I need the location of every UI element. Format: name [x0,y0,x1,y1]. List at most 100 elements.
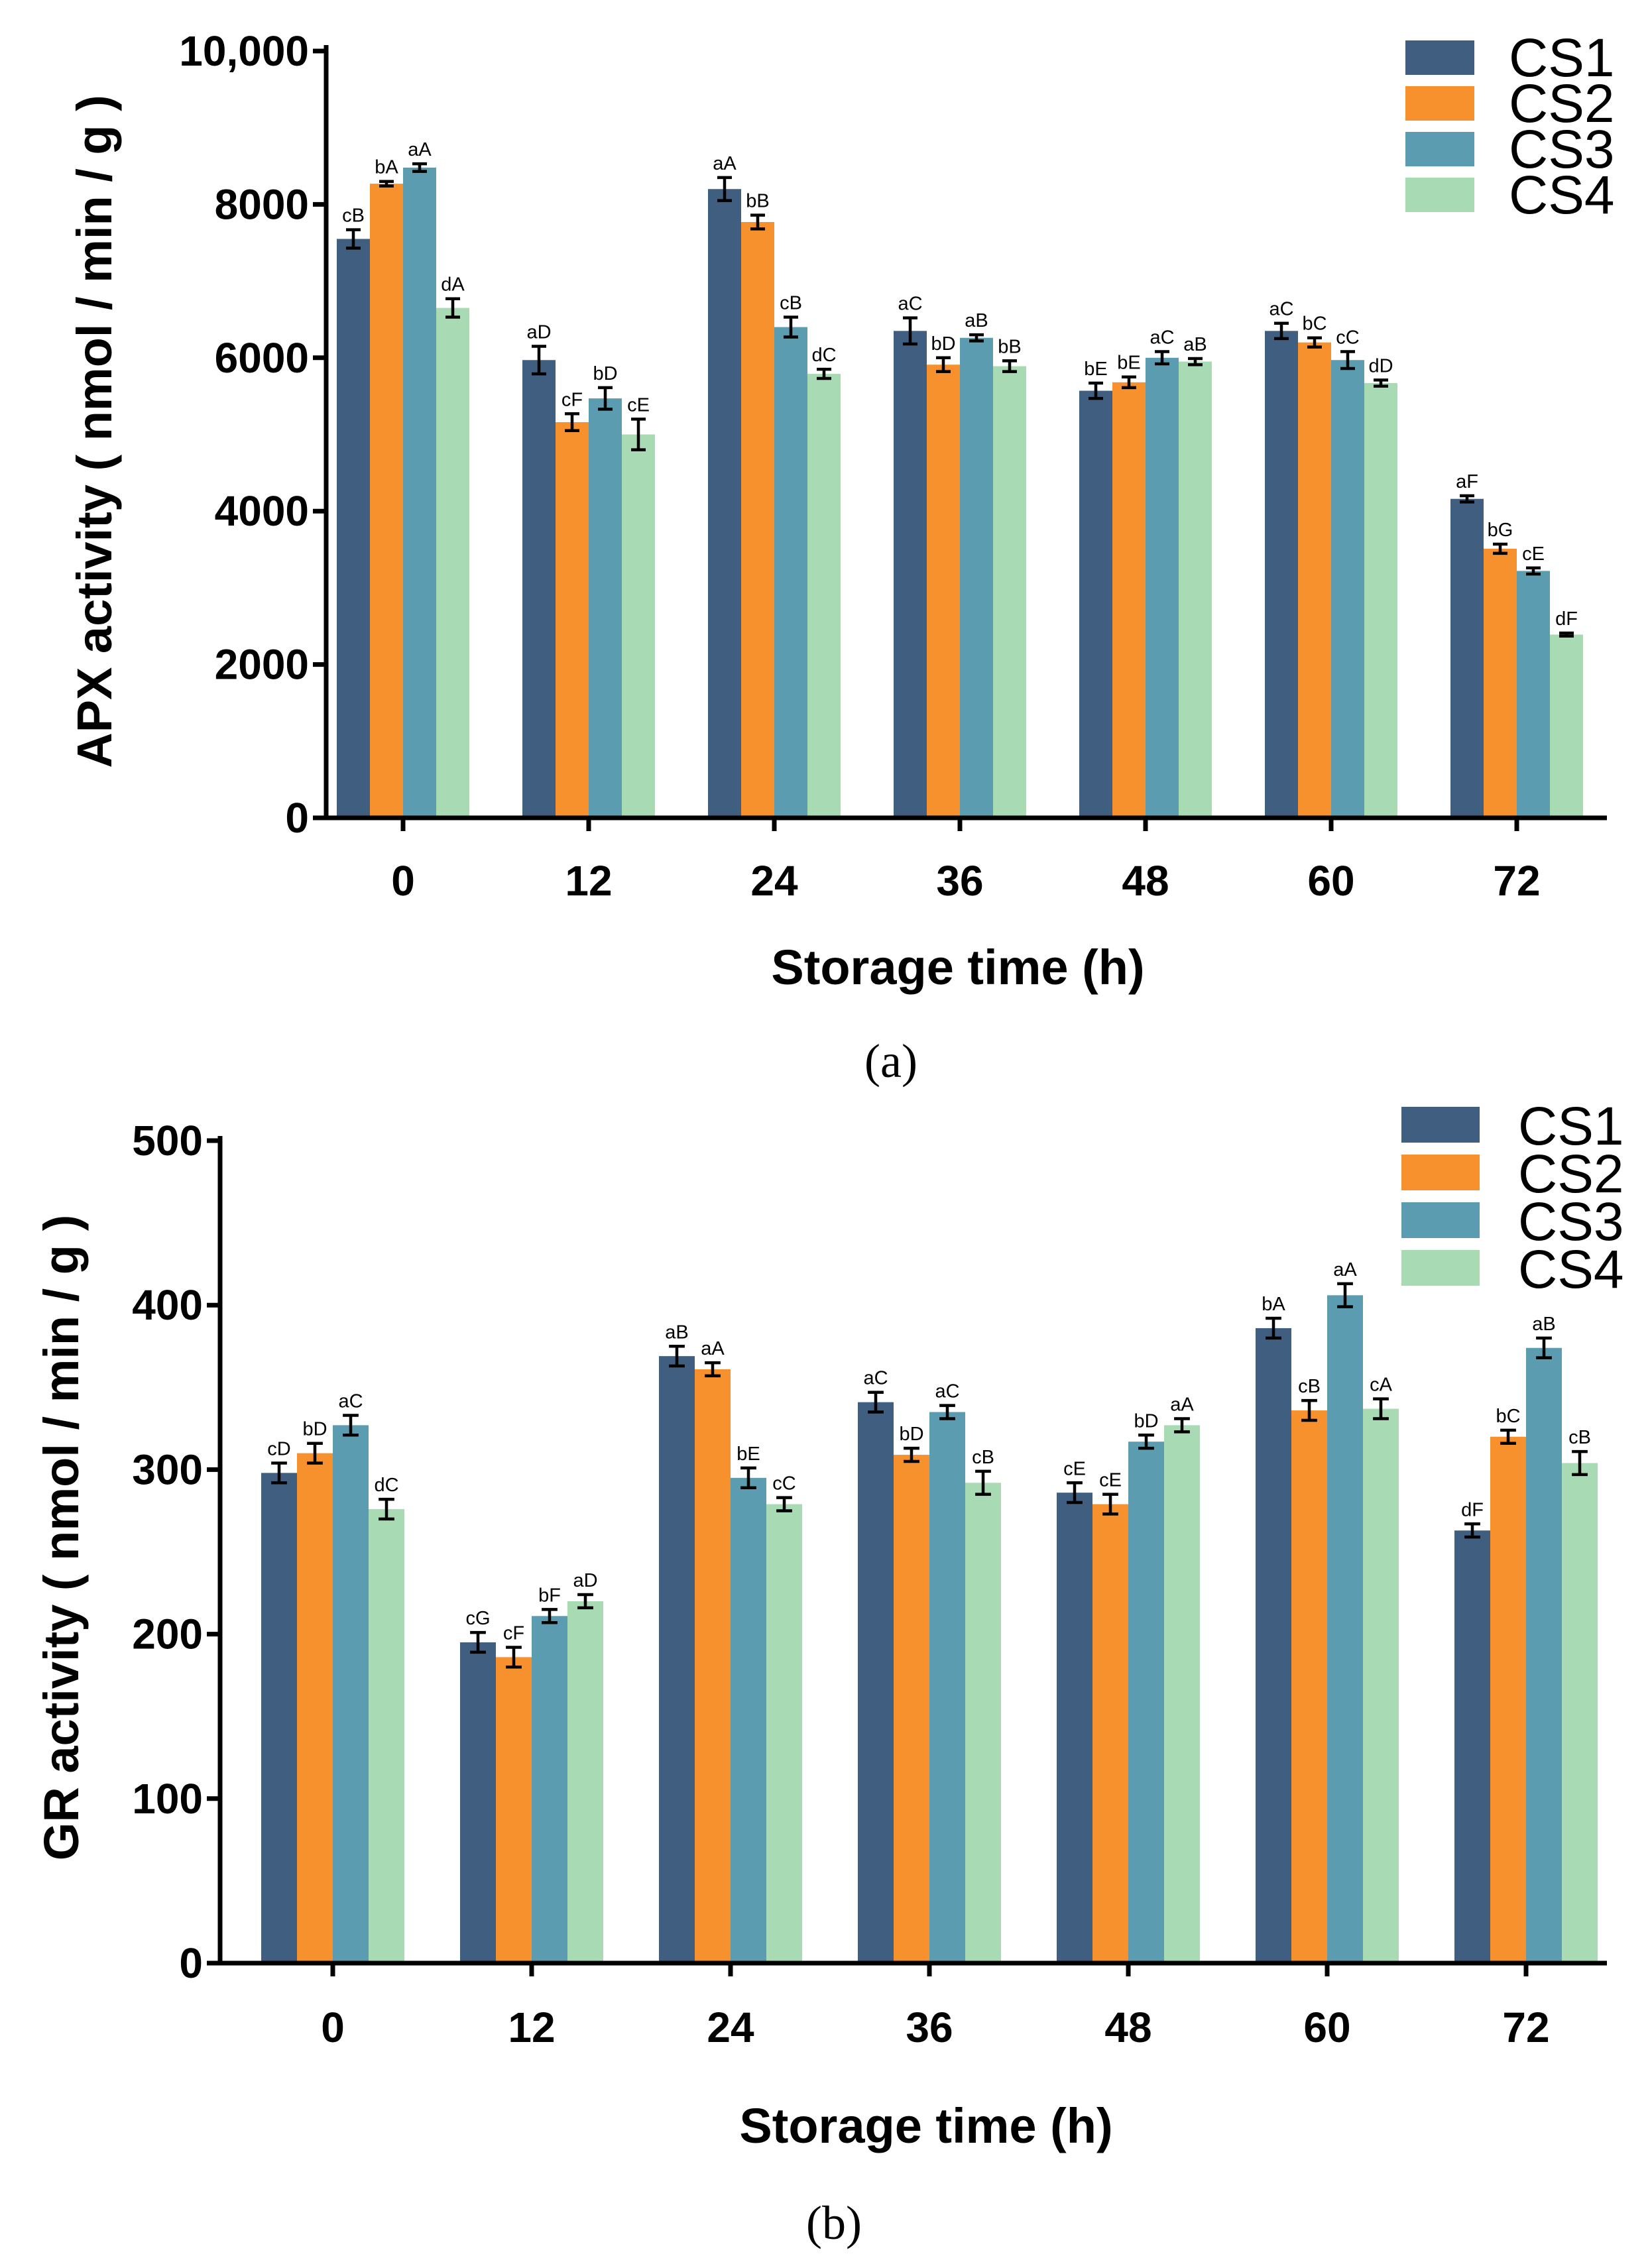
x-axis-title-b: Storage time (h) [739,2098,1112,2153]
y-tick-label-b: 400 [132,1281,203,1329]
x-tick-label-b: 24 [707,2004,754,2051]
bar-letter-label-a: aC [1150,327,1174,349]
legend-swatch-cs1-a [1405,40,1474,75]
error-bar-cs2-60-a [1307,336,1322,349]
bar-cs2-12-b [496,1657,532,1963]
bar-letter-label-a: cE [627,394,650,416]
bar-cs3-0-a [403,167,436,818]
bar-cs1-60-a [1265,331,1298,818]
error-bar-cs2-24-a [750,213,765,231]
error-bar-cs3-0-b [343,1414,359,1437]
bar-letter-label-b: cF [503,1622,524,1644]
error-bar-cs1-0-a [346,228,361,250]
bar-cs3-48-b [1128,1442,1164,1963]
y-tick-label-a: 0 [285,794,309,842]
y-tick-label-b: 200 [132,1611,203,1658]
bar-cs4-60-b [1363,1408,1399,1963]
bar-letter-label-a: cF [561,389,583,410]
legend-swatch-cs1-b [1401,1107,1480,1143]
bar-letter-label-b: cB [1298,1376,1321,1397]
bar-cs2-48-a [1112,382,1146,818]
bar-letter-label-a: bC [1302,313,1327,335]
bar-letter-label-a: bB [998,336,1021,357]
y-tick-label-a: 8000 [215,180,309,228]
bar-letter-label-a: bD [931,333,955,355]
bar-letter-label-b: bE [737,1444,760,1465]
legend-swatch-cs3-a [1405,132,1474,166]
bar-cs1-48-b [1057,1493,1092,1963]
legend-swatch-cs2-b [1401,1155,1480,1190]
bar-letter-label-a: bE [1084,359,1107,380]
bar-letter-label-a: cB [342,205,365,227]
error-bar-cs1-24-a [717,176,732,202]
legend-swatch-cs3-b [1401,1202,1480,1238]
bar-cs3-36-a [960,337,993,818]
error-bar-cs4-0-a [445,297,460,319]
legend-swatch-cs4-b [1401,1250,1480,1286]
error-bar-cs3-24-b [740,1466,756,1489]
y-tick-label-b: 100 [132,1775,203,1823]
y-tick-label-b: 0 [179,1939,203,1987]
x-tick-label-b: 36 [906,2004,953,2051]
x-axis-title-a: Storage time (h) [771,940,1144,995]
bar-cs4-48-b [1164,1425,1200,1963]
error-bar-cs3-24-a [784,315,798,339]
y-tick-label-a: 6000 [215,334,309,382]
bar-cs2-36-b [894,1455,929,1963]
legend-label-cs3-b: CS3 [1518,1192,1624,1252]
bar-cs4-72-a [1550,634,1583,818]
error-bar-cs2-0-a [379,180,394,188]
error-bar-cs1-12-b [470,1630,486,1654]
x-tick-label-a: 0 [391,857,415,905]
bar-letter-label-b: cA [1370,1375,1393,1396]
error-bar-cs4-60-b [1373,1397,1389,1420]
bar-cs1-0-b [261,1473,297,1963]
error-bar-cs3-60-b [1337,1282,1353,1308]
bar-letter-label-b: aC [863,1368,888,1389]
error-bar-cs4-72-a [1559,631,1574,638]
error-bar-cs4-60-a [1374,378,1388,388]
bar-cs1-12-b [460,1642,496,1963]
x-tick-label-a: 60 [1307,857,1354,905]
error-bar-cs2-72-b [1500,1428,1516,1445]
error-bar-cs1-36-a [903,316,917,346]
legend-swatch-cs4-a [1405,178,1474,212]
error-bar-cs3-12-b [542,1608,558,1624]
bar-letter-label-b: cG [465,1608,490,1629]
bar-letter-label-b: aA [701,1338,725,1359]
bar-cs1-24-b [659,1356,695,1963]
error-bar-cs1-36-b [868,1390,884,1414]
bar-cs2-24-a [741,222,774,818]
bar-cs3-12-b [532,1616,567,1963]
bar-letter-label-b: bA [1262,1294,1285,1315]
bar-letter-label-b: bD [1134,1410,1158,1432]
error-bar-cs2-12-a [565,412,579,432]
bar-letter-label-a: aC [898,294,922,315]
bar-letter-label-a: cE [1522,543,1545,565]
bar-cs2-0-b [297,1453,333,1963]
plot-area-b: cD cG aB aC cE bA dF bD cF aA bD cE cB bC aC bF bE aC bD aA… [261,1259,1598,1963]
error-bar-cs3-48-a [1155,350,1169,366]
error-bar-cs1-72-a [1460,494,1474,504]
bar-letter-label-a: cB [780,292,802,313]
error-bar-cs3-0-a [412,162,427,173]
bar-cs1-12-a [522,360,556,818]
y-axis-title-b: GR activity ( nmol / min / g ) [34,1215,89,1860]
axis-ticks-a: 0 2000 4000 6000 8000 10,000 0 12 24 36 48 60 72 [179,27,1540,905]
error-bar-cs1-0-b [271,1461,287,1485]
error-bar-cs2-60-b [1301,1398,1317,1422]
bar-cs3-12-a [589,398,622,818]
bar-cs2-0-a [370,184,403,818]
bar-letter-label-b: aC [935,1381,959,1402]
y-tick-label-b: 500 [132,1117,203,1164]
error-bar-cs1-12-a [532,345,546,376]
bar-letter-label-a: bA [375,157,398,178]
chart-panel-b: cD cG aB aC cE bA dF bD cF aA bD cE cB bC aC bF bE aC bD aA… [34,1096,1624,2249]
legend-label-cs3-a: CS3 [1509,119,1615,180]
error-bar-cs2-36-a [936,356,951,373]
error-bar-cs1-72-b [1464,1522,1480,1539]
bar-letter-label-a: dD [1368,355,1393,376]
bar-cs1-72-b [1454,1530,1490,1963]
bar-letter-label-a: bD [593,363,617,384]
bar-cs1-36-a [894,331,927,818]
